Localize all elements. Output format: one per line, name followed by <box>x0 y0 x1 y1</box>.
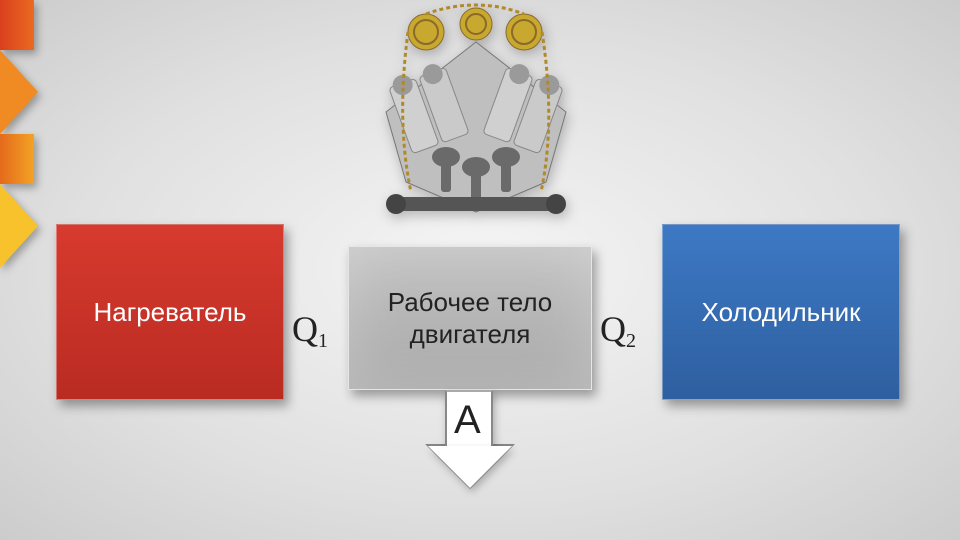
diagram-stage: Нагреватель Рабочее тело двигателя Холод… <box>0 0 960 540</box>
heater-label: Нагреватель <box>94 296 247 329</box>
work-label: A <box>454 398 481 443</box>
arrow-q1-tail <box>0 0 34 50</box>
arrow-q2-tail <box>0 134 34 184</box>
working-body-label: Рабочее тело двигателя <box>359 286 581 351</box>
q1-label: Q1 <box>292 308 328 350</box>
q1-subscript: 1 <box>318 330 328 352</box>
cooler-label: Холодильник <box>702 296 861 329</box>
q2-subscript: 2 <box>626 330 636 352</box>
arrow-q1-head <box>0 50 960 134</box>
q1-symbol: Q <box>292 309 318 349</box>
arrow-work-head <box>428 446 512 488</box>
q2-label: Q2 <box>600 308 636 350</box>
q2-symbol: Q <box>600 309 626 349</box>
arrow-q2-head <box>0 184 960 268</box>
